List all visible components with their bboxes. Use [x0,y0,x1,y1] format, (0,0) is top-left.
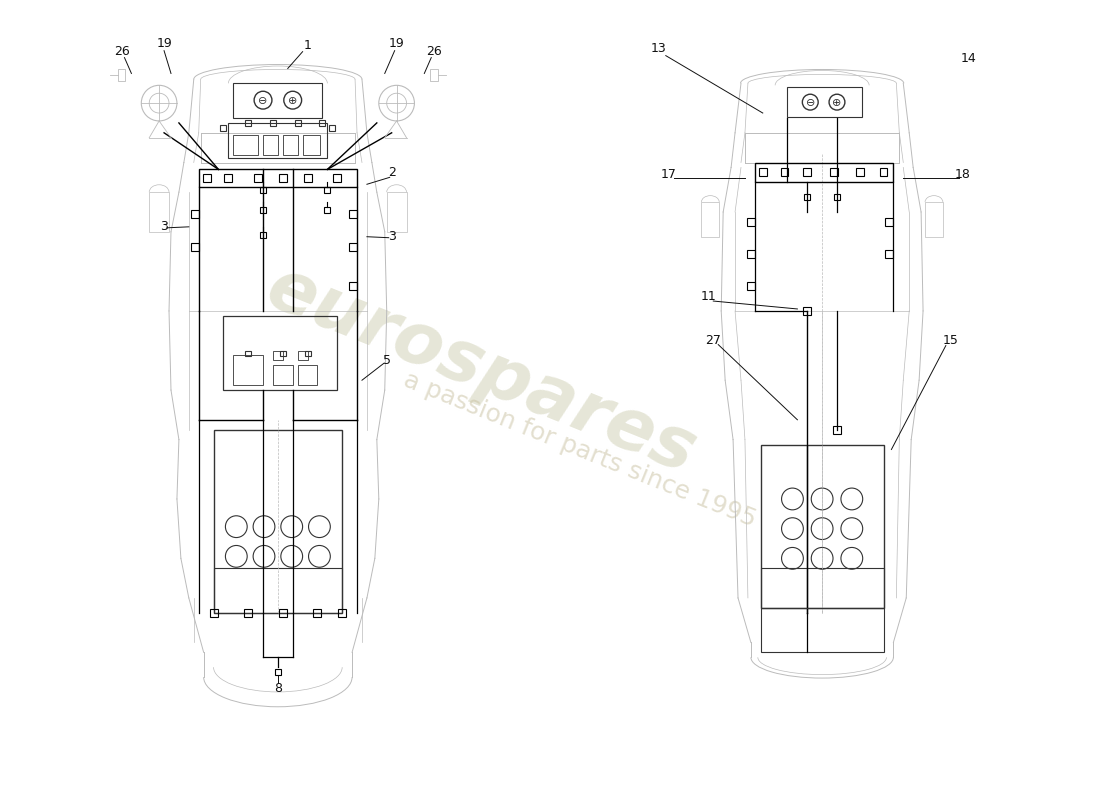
Bar [245,120,251,126]
Text: 2: 2 [387,166,396,179]
Bar [263,134,278,154]
Bar [273,366,293,385]
Bar [788,87,861,117]
Bar [223,316,338,390]
Text: 14: 14 [960,52,977,65]
Bar [233,83,322,118]
Bar [260,207,266,213]
Bar [925,202,943,237]
Bar [803,169,811,176]
Bar [302,134,320,154]
Bar [295,120,300,126]
Bar [324,187,330,193]
Text: ⊕: ⊕ [288,96,297,106]
Text: 3: 3 [161,220,168,234]
Bar [834,194,840,200]
Text: 26: 26 [427,45,442,58]
Bar [254,174,262,182]
Bar [229,123,328,158]
Bar [190,210,199,218]
Bar [298,350,308,361]
Bar [761,568,884,608]
Bar [333,174,341,182]
Text: 19: 19 [156,38,172,50]
Text: 18: 18 [955,168,970,181]
Bar [702,202,719,237]
Text: ⊖: ⊖ [258,96,267,106]
Bar [273,350,283,361]
Bar [298,366,318,385]
Bar [803,307,811,315]
Bar [430,70,438,82]
Text: 17: 17 [661,168,676,181]
Bar [761,445,884,608]
Bar [314,609,321,617]
Bar [279,350,286,357]
Text: 1: 1 [304,39,311,52]
Text: ⊖: ⊖ [805,98,815,108]
Text: 3: 3 [387,230,396,243]
Bar [747,250,755,258]
Bar [759,169,767,176]
Bar [319,120,326,126]
Text: 8: 8 [274,682,282,695]
Bar [213,430,342,613]
Bar [279,174,287,182]
Bar [747,218,755,226]
Bar [279,609,287,617]
Bar [755,162,893,182]
Text: eurospares: eurospares [256,253,705,488]
Text: 11: 11 [701,290,716,302]
Bar [305,350,310,357]
Bar [233,355,263,385]
Bar [150,192,169,232]
Text: a passion for parts since 1995: a passion for parts since 1995 [400,367,759,531]
Bar [220,125,227,131]
Bar [349,210,358,218]
Bar [804,194,811,200]
Bar [275,669,280,675]
Bar [213,568,342,613]
Bar [270,120,276,126]
Bar [747,282,755,290]
Bar [781,169,789,176]
Bar [304,174,311,182]
Text: 19: 19 [388,38,405,50]
Bar [338,609,346,617]
Bar [886,218,893,226]
Bar [260,187,266,193]
Text: 5: 5 [383,354,390,367]
Bar [233,134,258,154]
Bar [880,169,888,176]
Bar [761,608,884,652]
Text: 13: 13 [651,42,667,55]
Bar [830,169,838,176]
Bar [260,232,266,238]
Bar [245,350,251,357]
Text: ⊕: ⊕ [833,98,842,108]
Bar [244,609,252,617]
Bar [202,174,210,182]
Text: 15: 15 [943,334,959,347]
Bar [210,609,218,617]
Bar [224,174,232,182]
Text: 26: 26 [113,45,130,58]
Bar [387,192,407,232]
Bar [199,170,358,187]
Bar [190,242,199,250]
Bar [283,134,298,154]
Bar [329,125,336,131]
Bar [856,169,864,176]
Text: 27: 27 [705,334,722,347]
Bar [349,282,358,290]
Bar [324,207,330,213]
Bar [118,70,125,82]
Bar [349,242,358,250]
Bar [833,426,840,434]
Bar [886,250,893,258]
